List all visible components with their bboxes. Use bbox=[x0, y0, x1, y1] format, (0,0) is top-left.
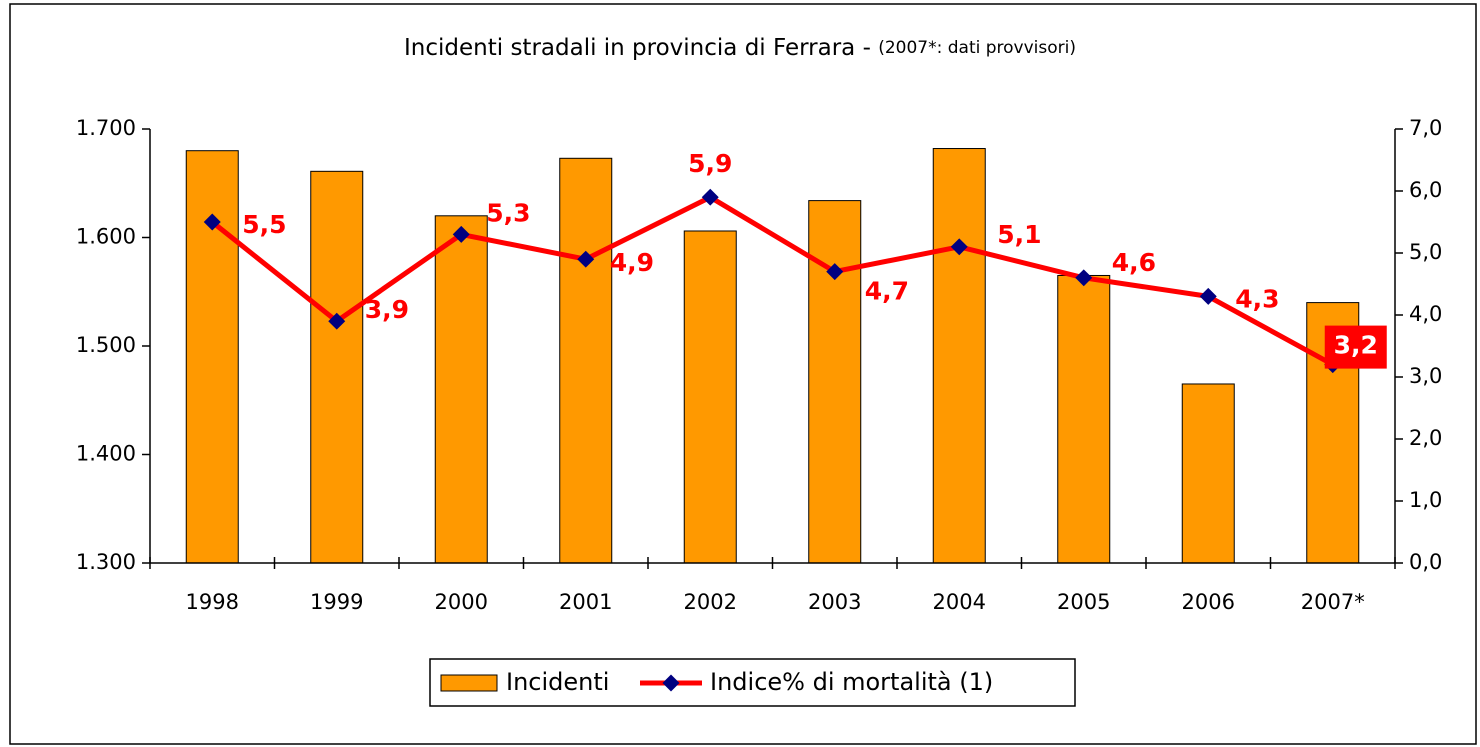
marker bbox=[950, 238, 968, 256]
y2-tick-label: 4,0 bbox=[1409, 302, 1442, 326]
y2-tick-label: 1,0 bbox=[1409, 488, 1442, 512]
value-label: 3,9 bbox=[365, 295, 409, 324]
legend-swatch bbox=[440, 674, 498, 692]
y2-tick-label: 3,0 bbox=[1409, 364, 1442, 388]
value-label: 5,9 bbox=[688, 149, 732, 178]
y2-tick-label: 6,0 bbox=[1409, 178, 1442, 202]
legend-label: Incidenti bbox=[506, 668, 609, 696]
x-tick-label: 2003 bbox=[808, 590, 861, 614]
x-tick-label: 2005 bbox=[1057, 590, 1110, 614]
bar bbox=[683, 230, 737, 564]
value-label: 4,9 bbox=[610, 248, 654, 277]
value-label: 4,7 bbox=[865, 277, 909, 306]
bar bbox=[808, 200, 862, 564]
bar bbox=[310, 170, 364, 564]
x-tick-label: 2000 bbox=[435, 590, 488, 614]
y2-tick-label: 7,0 bbox=[1409, 116, 1442, 140]
x-tick-label: 1998 bbox=[186, 590, 239, 614]
y-tick-label: 1.500 bbox=[76, 333, 136, 357]
x-tick-label: 1999 bbox=[310, 590, 363, 614]
y-tick-label: 1.400 bbox=[76, 442, 136, 466]
marker bbox=[203, 213, 221, 231]
y-tick-label: 1.300 bbox=[76, 550, 136, 574]
legend-label: Indice% di mortalità (1) bbox=[710, 668, 993, 696]
y2-tick-label: 0,0 bbox=[1409, 550, 1442, 574]
bar bbox=[185, 150, 239, 564]
highlight-box bbox=[1324, 325, 1387, 369]
value-label: 4,6 bbox=[1112, 248, 1156, 277]
bar bbox=[932, 148, 986, 564]
marker bbox=[328, 312, 346, 330]
line bbox=[210, 194, 1334, 367]
bar bbox=[1181, 383, 1235, 564]
legend-marker bbox=[662, 674, 680, 692]
chart-title: Incidenti stradali in provincia di Ferra… bbox=[404, 35, 878, 61]
bar bbox=[434, 215, 488, 564]
x-tick-label: 2006 bbox=[1182, 590, 1235, 614]
bar bbox=[1057, 274, 1111, 564]
bar bbox=[559, 157, 613, 564]
chart-subtitle: (2007*: dati provvisori) bbox=[878, 38, 1076, 58]
legend-box bbox=[429, 658, 1076, 707]
value-label: 4,3 bbox=[1235, 284, 1279, 313]
chart-border bbox=[9, 3, 1477, 745]
marker bbox=[452, 225, 470, 243]
marker bbox=[826, 263, 844, 281]
x-tick-label: 2004 bbox=[933, 590, 986, 614]
y-tick-label: 1.600 bbox=[76, 225, 136, 249]
y-tick-label: 1.700 bbox=[76, 116, 136, 140]
x-tick-label: 2007* bbox=[1301, 590, 1365, 614]
chart-title-group: Incidenti stradali in provincia di Ferra… bbox=[404, 35, 1076, 61]
x-tick-label: 2002 bbox=[684, 590, 737, 614]
y2-tick-label: 5,0 bbox=[1409, 240, 1442, 264]
y2-tick-label: 2,0 bbox=[1409, 426, 1442, 450]
value-label: 5,3 bbox=[486, 198, 530, 227]
marker bbox=[701, 188, 719, 206]
value-label: 5,5 bbox=[242, 210, 286, 239]
value-label: 5,1 bbox=[997, 220, 1041, 249]
x-tick-label: 2001 bbox=[559, 590, 612, 614]
value-label: 3,2 bbox=[1334, 331, 1378, 360]
